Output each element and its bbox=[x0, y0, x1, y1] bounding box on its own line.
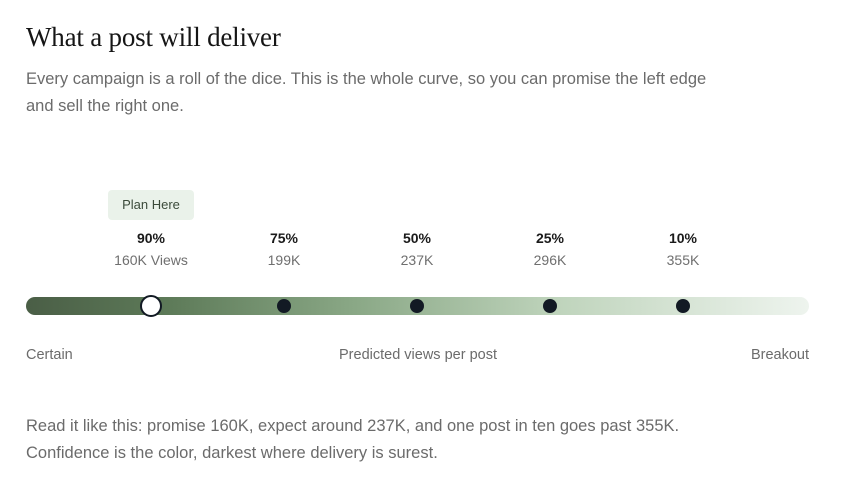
marker-percent-25: 25% bbox=[535, 230, 565, 246]
axis-center-label: Predicted views per post bbox=[339, 347, 497, 363]
marker-handle-90[interactable] bbox=[140, 295, 162, 317]
marker-percent-50: 50% bbox=[402, 230, 432, 246]
explanation-text: Read it like this: promise 160K, expect … bbox=[26, 413, 826, 467]
marker-value-90: 160K Views bbox=[114, 252, 188, 268]
marker-value-75: 199K bbox=[267, 252, 301, 268]
axis-right-label: Breakout bbox=[750, 347, 809, 363]
marker-dot-75[interactable] bbox=[277, 299, 291, 313]
marker-dot-10[interactable] bbox=[676, 299, 690, 313]
page-subtitle: Every campaign is a roll of the dice. Th… bbox=[26, 70, 707, 115]
axis-left-label: Certain bbox=[26, 347, 73, 363]
marker-percent-75: 75% bbox=[269, 230, 299, 246]
marker-percent-10: 10% bbox=[668, 230, 698, 246]
marker-value-25: 296K bbox=[533, 252, 567, 268]
explanation-line-1: Read it like this: promise 160K, expect … bbox=[26, 417, 680, 435]
marker-value-10: 355K bbox=[666, 252, 700, 268]
marker-dot-50[interactable] bbox=[410, 299, 424, 313]
plan-here-badge: Plan Here bbox=[108, 190, 194, 220]
explanation-line-2: Confidence is the color, darkest where d… bbox=[26, 444, 438, 462]
marker-percent-90: 90% bbox=[136, 230, 166, 246]
marker-dot-25[interactable] bbox=[543, 299, 557, 313]
page-title: What a post will deliver bbox=[26, 22, 281, 52]
marker-value-50: 237K bbox=[400, 252, 434, 268]
